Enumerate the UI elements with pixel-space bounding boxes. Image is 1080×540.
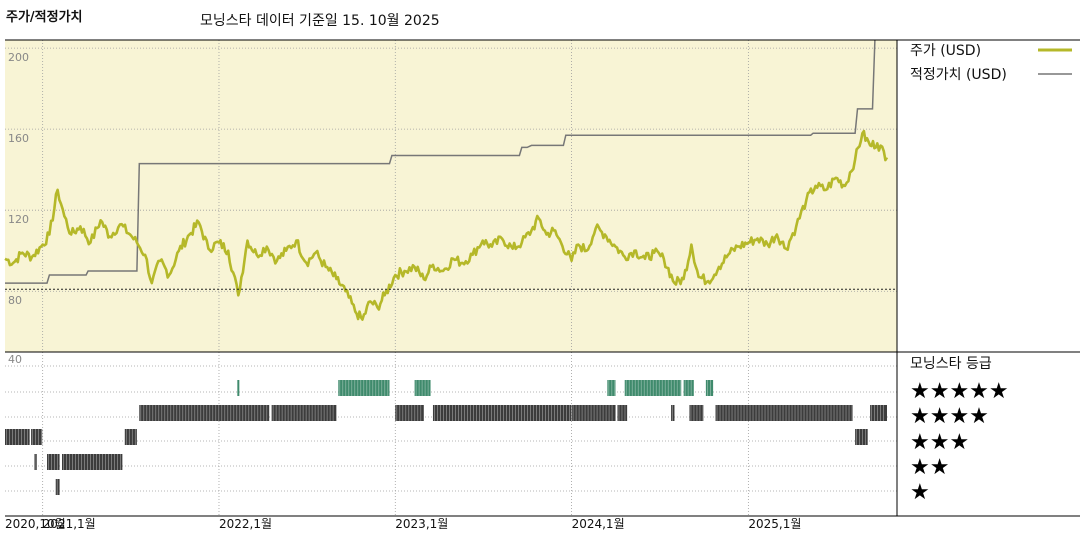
price-series-line (4, 129, 889, 321)
rating-segment (689, 405, 704, 421)
rating-segment-fill (705, 380, 714, 396)
rating-segment (139, 405, 270, 421)
x-tick-label: 2022,1월 (219, 517, 272, 531)
rating-segment (271, 405, 337, 421)
rating-2-stars: ★★ (910, 455, 949, 480)
y-tick-label: 80 (8, 294, 22, 307)
rating-segment-fill (124, 429, 137, 445)
price-lines (4, 39, 889, 321)
rating-segment (61, 454, 123, 470)
rating-segment-fill (338, 380, 390, 396)
rating-segment (55, 479, 60, 495)
rating-segment (31, 429, 43, 445)
rating-segment (414, 380, 431, 396)
rating-segment-fill (607, 380, 616, 396)
legend-price-label: 주가 (USD) (910, 43, 981, 59)
fair-value-series-line (5, 39, 876, 284)
price-grid (5, 40, 897, 352)
rating-segment-fill (5, 429, 30, 445)
x-tick-label: 2024,1월 (572, 517, 625, 531)
rating-segment-fill (571, 405, 616, 421)
rating-3-stars: ★★★ (910, 430, 969, 455)
rating-segment (715, 405, 853, 421)
rating-5-stars: ★★★★★ (910, 379, 1009, 404)
rating-segment (607, 380, 616, 396)
price-legend: 주가 (USD) 적정가치 (USD) (910, 43, 1072, 83)
rating-segment (338, 380, 390, 396)
rating-segment (124, 429, 137, 445)
x-tick-label: 2025,1월 (748, 517, 801, 531)
rating-segment-fill (624, 380, 682, 396)
rating-segment-fill (870, 405, 887, 421)
rating-segment-fill (31, 429, 43, 445)
y-tick-label: 120 (8, 213, 29, 226)
rating-segment-fill (55, 479, 60, 495)
chart-title: 주가/적정가치 (6, 10, 83, 25)
y-tick-label: 160 (8, 132, 29, 145)
rating-segment (855, 429, 868, 445)
rating-segment (432, 405, 572, 421)
data-date-subtitle: 모닝스타 데이터 기준일 15. 10월 2025 (200, 13, 440, 29)
rating-segment (617, 405, 628, 421)
rating-4-stars: ★★★★ (910, 404, 989, 429)
rating-segment-fill (47, 454, 60, 470)
x-tick-label: 2021,1월 (43, 517, 96, 531)
rating-segment-fill (34, 454, 37, 470)
rating-segment (705, 380, 714, 396)
rating-segment-fill (139, 405, 270, 421)
rating-segment (34, 454, 37, 470)
rating-segment (870, 405, 887, 421)
rating-grid (5, 352, 897, 516)
rating-segment (624, 380, 682, 396)
legend-fair-value-label: 적정가치 (USD) (910, 67, 1007, 83)
rating-segment (5, 429, 30, 445)
rating-y-tick-label: 40 (8, 353, 22, 366)
rating-segment (237, 380, 240, 396)
rating-segment-fill (671, 405, 675, 421)
y-axis-ticks: 200 160 120 80 40 (8, 51, 29, 366)
rating-segment (683, 380, 694, 396)
rating-bars (5, 380, 887, 495)
rating-segment-fill (855, 429, 868, 445)
rating-segment-fill (689, 405, 704, 421)
rating-segment-fill (237, 380, 240, 396)
x-tick-label: 2023,1월 (395, 517, 448, 531)
rating-segment-fill (271, 405, 337, 421)
rating-segment-fill (432, 405, 572, 421)
rating-segment-fill (414, 380, 431, 396)
rating-segment-fill (617, 405, 628, 421)
rating-1-star: ★ (910, 480, 930, 505)
rating-segment-fill (61, 454, 123, 470)
rating-segment-fill (683, 380, 694, 396)
rating-segment-fill (715, 405, 853, 421)
x-tick-label: 2020,10월 (5, 517, 66, 531)
rating-panel-title: 모닝스타 등급 (910, 356, 992, 372)
y-tick-label: 200 (8, 51, 29, 64)
rating-segment (395, 405, 424, 421)
rating-segment (47, 454, 60, 470)
rating-legend: 모닝스타 등급 ★★★★★ ★★★★ ★★★ ★★ ★ (910, 356, 1009, 505)
rating-segment-fill (395, 405, 424, 421)
rating-segment (671, 405, 675, 421)
rating-segment (571, 405, 616, 421)
